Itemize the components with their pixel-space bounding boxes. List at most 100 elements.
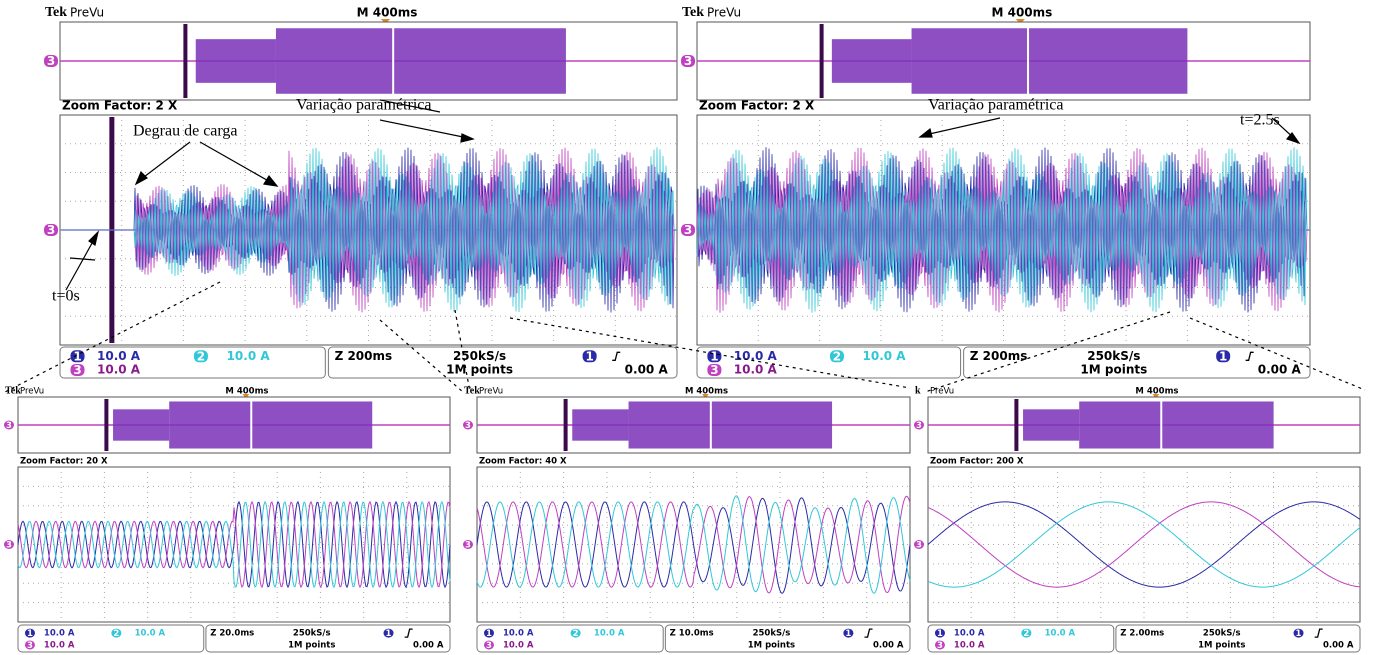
channel-scale: 10.0 A [734,349,778,363]
channel-badge-label: 1 [710,349,718,363]
timebase: M 400ms [357,6,418,20]
channel-badge-label: 1 [585,349,593,363]
channel-badge-label: 1 [486,629,492,639]
brand: Tek [682,5,704,20]
trigger-level: 0.00 A [1323,640,1354,650]
annotation: Variação paramétrica [296,97,431,114]
channel-badge-label: 1 [386,629,392,639]
zoom-timebase: Z 10.0ms [670,629,714,639]
oscilloscope: TekPreVuM 400ms3Zoom Factor: 20 X3110.0 … [4,385,450,652]
preview-block [1023,409,1079,440]
sample-rate: 250kS/s [453,349,506,363]
preview-block [832,39,912,83]
channel-scale: 10.0 A [44,640,75,650]
trigger-level: 0.00 A [873,640,904,650]
preview-label: PreVu [479,387,503,397]
sample-rate: 250kS/s [293,629,331,639]
preview-spike [564,399,568,451]
record-length: 1M points [288,640,335,650]
channel-badge-label: 2 [197,349,205,363]
record-length: 1M points [1080,362,1147,376]
figure: TekPreVuM 400ms3Zoom Factor: 2 X3110.0 A… [0,0,1375,655]
brand: Tek [45,5,67,20]
channel-marker-label: 3 [6,541,12,551]
channel-badge-label: 1 [1219,349,1227,363]
oscilloscope: kPreVuM 400ms3Zoom Factor: 200 X3110.0 A… [914,385,1360,652]
preview-spike [183,24,187,98]
preview-spike [104,399,108,451]
channel-marker-label: 3 [465,541,471,551]
channel-badge-label: 1 [27,629,33,639]
preview-label: PreVu [20,387,44,397]
zoom-factor: Zoom Factor: 40 X [479,457,567,467]
record-length: 1M points [748,640,795,650]
channel-marker-label: 3 [684,223,692,237]
channel-marker-label: 3 [47,54,55,68]
channel-badge-label: 1 [937,629,943,639]
channel-scale: 10.0 A [503,640,534,650]
trigger-level: 0.00 A [1258,362,1302,376]
zoom-timebase: Z 2.00ms [1120,629,1164,639]
channel-badge-label: 3 [27,641,33,651]
channel-badge-label: 1 [1296,629,1302,639]
preview-block [912,28,1188,94]
preview-label: PreVu [707,6,741,20]
annotation: Degrau de carga [133,123,238,140]
zoom-factor: Zoom Factor: 2 X [699,99,815,113]
sample-rate: 250kS/s [753,629,791,639]
sample-rate: 250kS/s [1203,629,1241,639]
channel-badge-label: 3 [710,363,718,377]
preview-block [629,401,833,448]
channel-badge-label: 3 [73,363,81,377]
channel-marker-label: 3 [465,421,471,431]
preview-block [572,409,628,440]
preview-label: PreVu [70,6,104,20]
channel-badge-label: 2 [833,349,841,363]
channel-scale: 10.0 A [503,629,534,639]
channel-marker-label: 3 [47,223,55,237]
preview-block [196,39,276,83]
zoom-timebase: Z 200ms [335,349,393,363]
channel-scale: 10.0 A [97,362,141,376]
annotation: t=0s [52,288,80,305]
annotation: Variação paramétrica [928,97,1063,114]
preview-block [169,401,372,448]
zoom-timebase: Z 20.0ms [210,629,254,639]
channel-badge-label: 3 [937,641,943,651]
channel-badge-label: 2 [1023,629,1029,639]
trigger-level: 0.00 A [625,362,669,376]
channel-scale: 10.0 A [135,629,166,639]
brand: k [915,385,921,396]
channel-badge-label: 3 [486,641,492,651]
channel-badge-label: 1 [845,629,851,639]
record-length: 1M points [446,362,513,376]
channel-scale: 10.0 A [863,349,907,363]
channel-scale: 10.0 A [594,629,625,639]
channel-scale: 10.0 A [97,349,141,363]
channel-marker-label: 3 [916,541,922,551]
timebase: M 400ms [991,6,1052,20]
channel-badge-label: 2 [113,629,119,639]
preview-label: PreVu [930,387,954,397]
preview-spike [820,24,824,98]
zoom-timebase: Z 200ms [970,349,1028,363]
oscilloscope: TekPreVu M 400ms 3 Zoom Factor: 2 X 3 1 10.0 A… [44,5,677,378]
channel-marker-label: 3 [6,421,12,431]
preview-block [276,28,566,94]
zoom-factor: Zoom Factor: 200 X [930,457,1024,467]
annotation: t=2.5s [1240,112,1280,129]
channel-marker-label: 3 [916,421,922,431]
preview-block [113,409,169,440]
channel-marker-label: 3 [684,54,692,68]
channel-badge-label: 2 [573,629,579,639]
zoom-factor: Zoom Factor: 2 X [62,99,178,113]
zoom-factor: Zoom Factor: 20 X [20,457,108,467]
trigger-level: 0.00 A [413,640,444,650]
brand: Tek [464,385,480,396]
channel-scale: 10.0 A [227,349,271,363]
channel-scale: 10.0 A [954,629,985,639]
record-length: 1M points [1198,640,1245,650]
sample-rate: 250kS/s [1087,349,1140,363]
